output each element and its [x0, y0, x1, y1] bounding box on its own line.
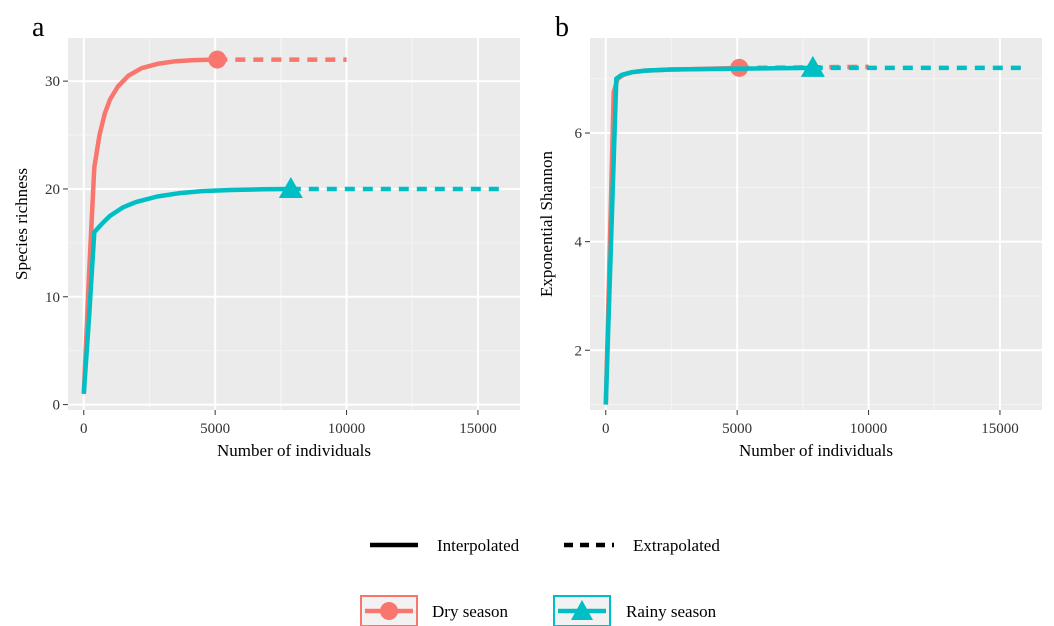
y-tick-label: 20	[45, 182, 60, 198]
y-tick-label: 4	[575, 235, 583, 251]
x-tick-label: 5000	[200, 421, 230, 437]
legend-method: Interpolated Extrapolated	[370, 536, 720, 555]
x-tick-label: 5000	[722, 421, 752, 437]
panel-a-ticks: 0 5000 10000 15000 0 10 20 30	[45, 74, 497, 437]
dry-interpolated-line	[81, 57, 218, 394]
panel-a-y-axis-title: Species richness	[12, 168, 31, 280]
panel-b-background	[590, 38, 1042, 410]
y-tick-label: 30	[45, 74, 60, 90]
panel-a-grid	[68, 38, 520, 410]
panel-b-ticks: 0 5000 10000 15000 2 4 6	[575, 126, 1019, 437]
rainy-interpolated-line	[603, 65, 813, 405]
x-tick-label: 0	[80, 421, 88, 437]
legend-rainy-season-key	[553, 595, 611, 626]
rainy-interpolated-line	[81, 186, 291, 394]
rainy-observed-point	[800, 55, 825, 77]
rainy-observed-point	[278, 176, 303, 198]
dry-observed-point	[208, 50, 227, 69]
x-tick-label: 0	[602, 421, 610, 437]
y-tick-label: 10	[45, 290, 60, 306]
panel-a-label: a	[32, 12, 45, 43]
x-tick-label: 15000	[981, 421, 1019, 437]
legend-extrapolated-label: Extrapolated	[633, 536, 720, 555]
x-tick-label: 15000	[459, 421, 497, 437]
y-tick-label: 2	[575, 343, 583, 359]
y-tick-label: 6	[575, 126, 583, 142]
panel-a-series	[81, 50, 499, 394]
panel-b-series	[603, 55, 1021, 405]
panel-a-x-axis-title: Number of individuals	[217, 441, 371, 460]
panel-b-x-axis-title: Number of individuals	[739, 441, 893, 460]
y-tick-label: 0	[53, 398, 61, 414]
x-tick-label: 10000	[850, 421, 888, 437]
panel-b-grid	[590, 38, 1042, 410]
legend-group: Dry season Rainy season	[360, 595, 717, 626]
panel-a-background	[68, 38, 520, 410]
legend-interpolated-label: Interpolated	[437, 536, 520, 555]
panel-a-richness: a 0 5000 10000 15000 0 10 20 30 Number of indiv…	[12, 12, 520, 460]
panel-b-label: b	[555, 12, 569, 43]
legend-dry-season-label: Dry season	[432, 602, 509, 621]
panel-b-shannon: b 0 5000 10000 15000 2 4 6 Number of individua…	[537, 12, 1042, 460]
x-tick-label: 10000	[328, 421, 366, 437]
legend-rainy-season-label: Rainy season	[626, 602, 717, 621]
legend-dry-season-key	[360, 595, 418, 626]
panel-b-y-axis-title: Exponential Shannon	[537, 151, 556, 297]
